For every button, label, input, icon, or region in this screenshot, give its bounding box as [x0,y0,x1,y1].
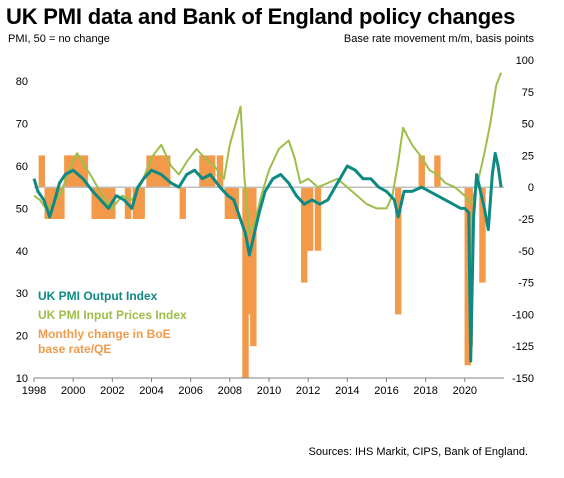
boe-rate-bar [81,155,89,188]
right-tick-label: -150 [512,373,534,385]
x-tick-label: 2000 [61,385,85,397]
x-tick-label: 2002 [100,385,124,397]
x-tick-label: 2010 [257,385,281,397]
boe-rate-bar [44,187,51,219]
boe-rate-bar [199,155,206,188]
legend-boe-line2: base rate/QE [38,342,111,356]
right-tick-label: 0 [528,182,534,194]
boe-rate-bar [179,187,187,219]
sources-note: Sources: IHS Markit, CIPS, Bank of Engla… [308,446,528,458]
right-tick-label: -100 [512,309,534,321]
right-tick-label: -25 [518,214,534,226]
left-tick-label: 70 [16,119,28,131]
boe-rate-bar [434,155,441,188]
right-tick-label: -50 [518,246,534,258]
boe-rate-bar [228,187,235,219]
x-tick-label: 2020 [453,385,477,397]
x-tick-label: 2006 [178,385,202,397]
legend-boe-rate: Monthly change in BoE base rate/QE [38,327,171,356]
x-tick-label: 2016 [374,385,398,397]
right-tick-label: -125 [512,341,534,353]
output-index-line [32,151,503,363]
boe-rate-bar [132,187,140,219]
left-tick-label: 80 [16,76,28,88]
left-tick-label: 20 [16,331,28,343]
boe-rate-bar [205,155,212,188]
right-tick-label: 50 [522,119,534,131]
right-tick-label: 100 [516,55,534,67]
left-tick-label: 60 [16,161,28,173]
left-tick-label: 30 [16,288,28,300]
boe-rate-bar [160,155,167,188]
boe-rate-bar [95,187,102,219]
boe-rate-bar [58,187,65,219]
legend-output: UK PMI Output Index [38,289,158,303]
boe-rate-bar [395,187,402,315]
boe-rate-bar [224,187,232,219]
x-tick-label: 2018 [413,385,437,397]
x-tick-label: 1998 [22,385,46,397]
boe-rate-bar [250,187,257,347]
left-axis-title: PMI, 50 = no change [8,33,110,45]
right-tick-label: 75 [522,87,534,99]
boe-rate-bar [163,155,171,188]
boe-rate-bar [91,187,98,219]
right-tick-label: -75 [518,278,534,290]
x-tick-label: 2012 [296,385,320,397]
boe-rate-bar [301,187,308,283]
boe-rate-bar [138,187,145,219]
right-axis-title: Base rate movement m/m, basis points [343,33,534,45]
left-tick-label: 10 [16,373,28,385]
chart-title: UK PMI data and Bank of England policy c… [6,4,516,29]
boe-rate-bar [314,187,322,251]
boe-rate-bar [479,187,486,283]
boe-rate-bar [38,155,46,188]
left-tick-label: 40 [16,246,28,258]
left-tick-label: 50 [16,203,28,215]
legend-input-prices: UK PMI Input Prices Index [38,308,187,322]
x-tick-label: 2004 [139,385,163,397]
right-tick-label: 25 [522,150,534,162]
boe-rate-bar [64,155,71,188]
legend-boe-line1: Monthly change in BoE [38,327,171,341]
boe-rate-bar [216,155,224,188]
boe-rate-bar [418,155,425,188]
boe-rate-bar [306,187,314,251]
x-tick-label: 2014 [335,385,359,397]
pmi-boe-chart: 1998 2000 2002 2004 2006 2008 2010 2012 2014 2016… [16,55,534,397]
boe-rate-bar [54,187,61,219]
boe-rate-bar [77,155,85,188]
boe-rate-bar [209,155,216,188]
x-tick-label: 2008 [218,385,242,397]
